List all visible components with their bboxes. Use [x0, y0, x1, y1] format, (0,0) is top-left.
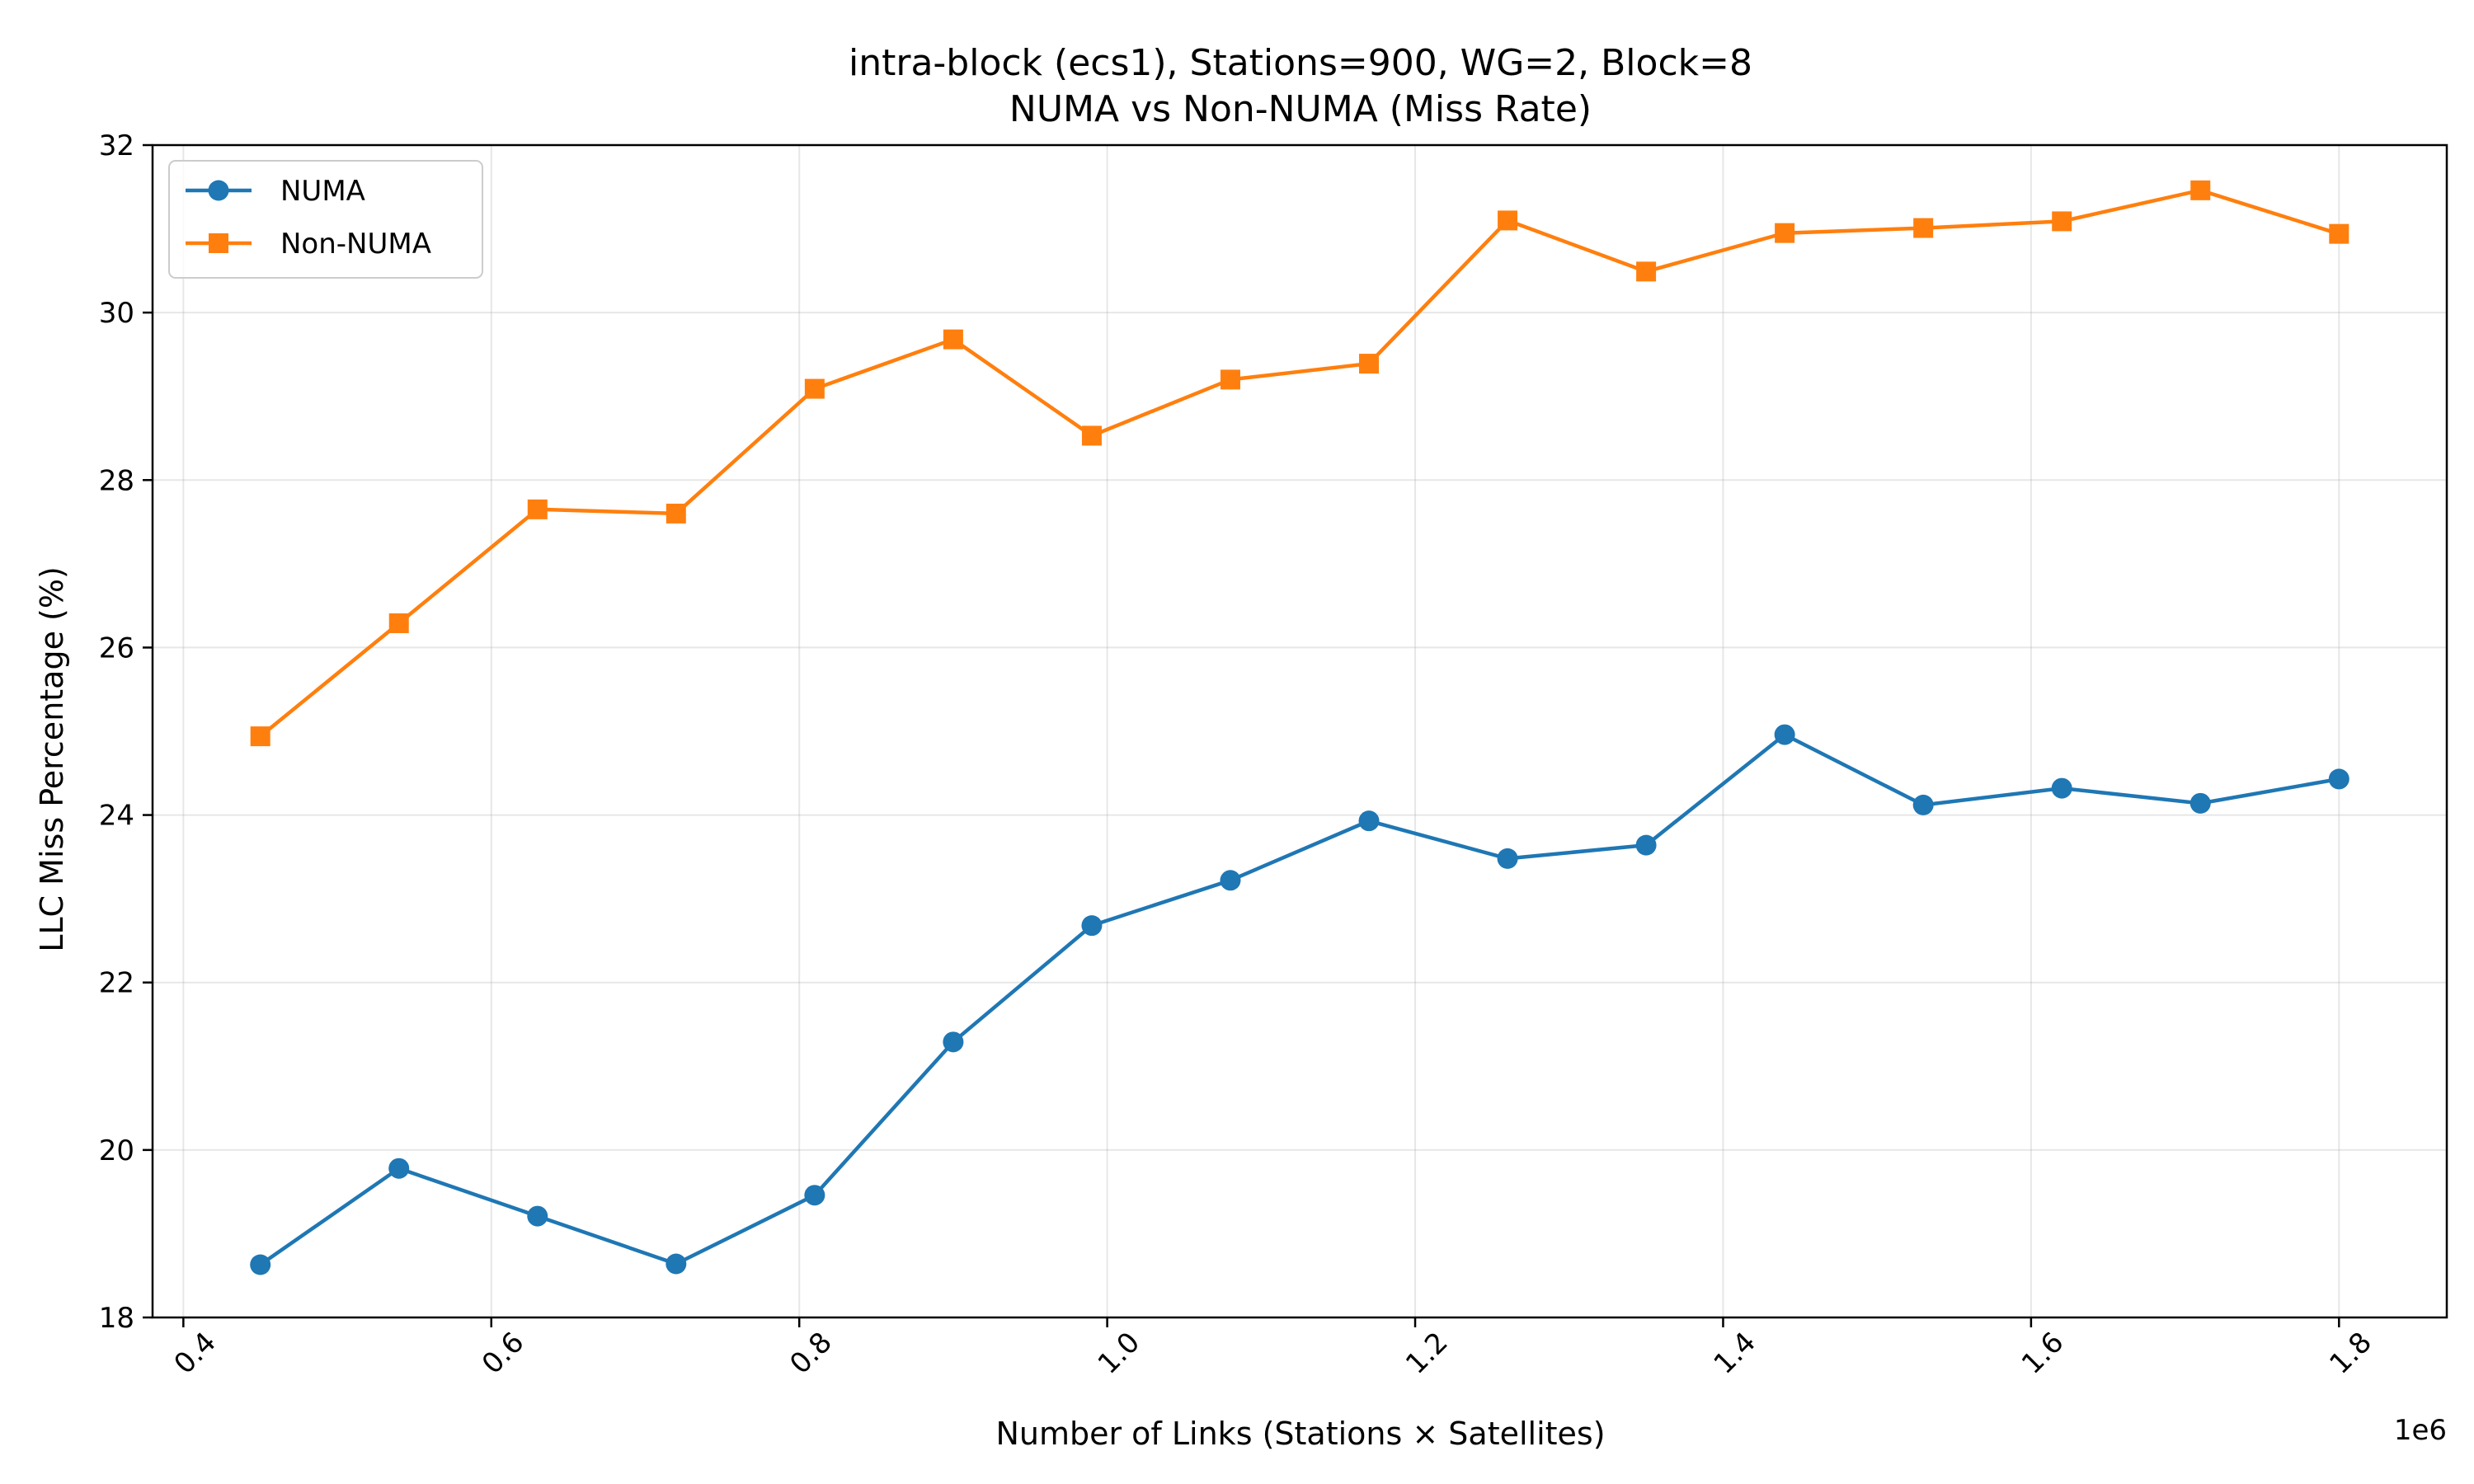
data-point: [1498, 210, 1518, 231]
data-point: [804, 1185, 825, 1206]
data-point: [250, 1254, 271, 1275]
data-point: [1497, 848, 1518, 869]
data-point: [527, 1205, 548, 1227]
x-axis-label: Number of Links (Stations × Satellites): [995, 1416, 1605, 1452]
data-point: [1913, 218, 1934, 238]
legend-item: Non-NUMA: [186, 228, 431, 261]
chart-title: intra-block (ecs1), Stations=900, WG=2, …: [849, 42, 1752, 84]
y-axis: 18 20 22 24 26 28 30 32: [99, 129, 153, 1335]
data-point: [2189, 792, 2211, 814]
chart-subtitle: NUMA vs Non-NUMA (Miss Rate): [1009, 88, 1592, 130]
data-point: [1775, 223, 1795, 243]
data-point: [666, 1253, 687, 1275]
data-point: [1081, 915, 1103, 937]
y-tick-label: 20: [99, 1134, 134, 1167]
y-tick-label: 18: [99, 1302, 134, 1335]
series-layer: [250, 180, 2349, 1275]
series-numa: [250, 724, 2349, 1275]
data-point: [1081, 425, 1102, 446]
y-tick-label: 26: [99, 632, 134, 665]
plot-area: [151, 143, 2448, 1319]
series-line: [259, 188, 2340, 738]
y-tick-label: 24: [99, 800, 134, 833]
data-point: [1635, 834, 1657, 856]
data-point: [527, 499, 548, 519]
x-offset-label: 1e6: [2394, 1414, 2447, 1447]
data-point: [2190, 180, 2211, 200]
data-point: [1359, 354, 1380, 374]
series-non-numa: [250, 180, 2349, 747]
data-point: [250, 726, 270, 747]
y-tick-label: 28: [99, 464, 134, 497]
data-point: [1220, 369, 1240, 390]
data-point: [1358, 810, 1380, 832]
data-point: [1774, 724, 1795, 745]
y-axis-label: LLC Miss Percentage (%): [34, 566, 70, 952]
data-point: [943, 1031, 964, 1053]
legend-label: NUMA: [280, 175, 365, 208]
legend-marker: [209, 233, 228, 253]
data-point: [388, 1158, 410, 1179]
legend: NUMA Non-NUMA: [168, 160, 483, 279]
data-point: [804, 378, 825, 399]
legend-item: NUMA: [186, 175, 365, 208]
data-point: [2329, 223, 2349, 244]
data-point: [1636, 261, 1657, 282]
data-point: [943, 329, 963, 350]
data-point: [1220, 870, 1241, 891]
legend-marker: [208, 180, 229, 201]
legend-label: Non-NUMA: [280, 228, 431, 261]
data-point: [2052, 211, 2072, 232]
y-tick-label: 30: [99, 297, 134, 330]
data-point: [2328, 768, 2349, 790]
series-line: [259, 732, 2340, 1266]
data-point: [2051, 777, 2072, 799]
data-point: [388, 613, 409, 633]
data-point: [666, 503, 686, 524]
y-tick-label: 32: [99, 129, 134, 162]
data-point: [1912, 794, 1934, 815]
y-tick-label: 22: [99, 967, 134, 1000]
